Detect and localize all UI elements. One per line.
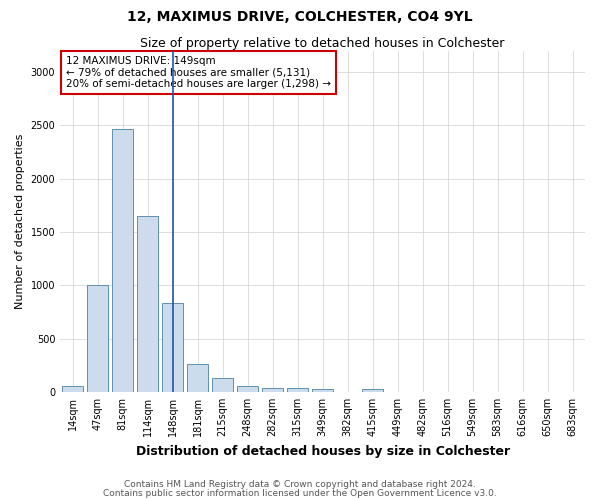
- Y-axis label: Number of detached properties: Number of detached properties: [15, 134, 25, 309]
- Bar: [287, 388, 308, 392]
- Bar: [312, 388, 333, 392]
- Title: Size of property relative to detached houses in Colchester: Size of property relative to detached ho…: [140, 38, 505, 51]
- Bar: [137, 216, 158, 392]
- X-axis label: Distribution of detached houses by size in Colchester: Distribution of detached houses by size …: [136, 444, 509, 458]
- Bar: [162, 304, 183, 392]
- Text: Contains HM Land Registry data © Crown copyright and database right 2024.: Contains HM Land Registry data © Crown c…: [124, 480, 476, 489]
- Bar: [212, 378, 233, 392]
- Text: 12, MAXIMUS DRIVE, COLCHESTER, CO4 9YL: 12, MAXIMUS DRIVE, COLCHESTER, CO4 9YL: [127, 10, 473, 24]
- Text: Contains public sector information licensed under the Open Government Licence v3: Contains public sector information licen…: [103, 489, 497, 498]
- Bar: [62, 386, 83, 392]
- Bar: [237, 386, 258, 392]
- Bar: [187, 364, 208, 392]
- Bar: [262, 388, 283, 392]
- Bar: [362, 388, 383, 392]
- Bar: [87, 285, 108, 392]
- Text: 12 MAXIMUS DRIVE: 149sqm
← 79% of detached houses are smaller (5,131)
20% of sem: 12 MAXIMUS DRIVE: 149sqm ← 79% of detach…: [66, 56, 331, 90]
- Bar: [112, 130, 133, 392]
